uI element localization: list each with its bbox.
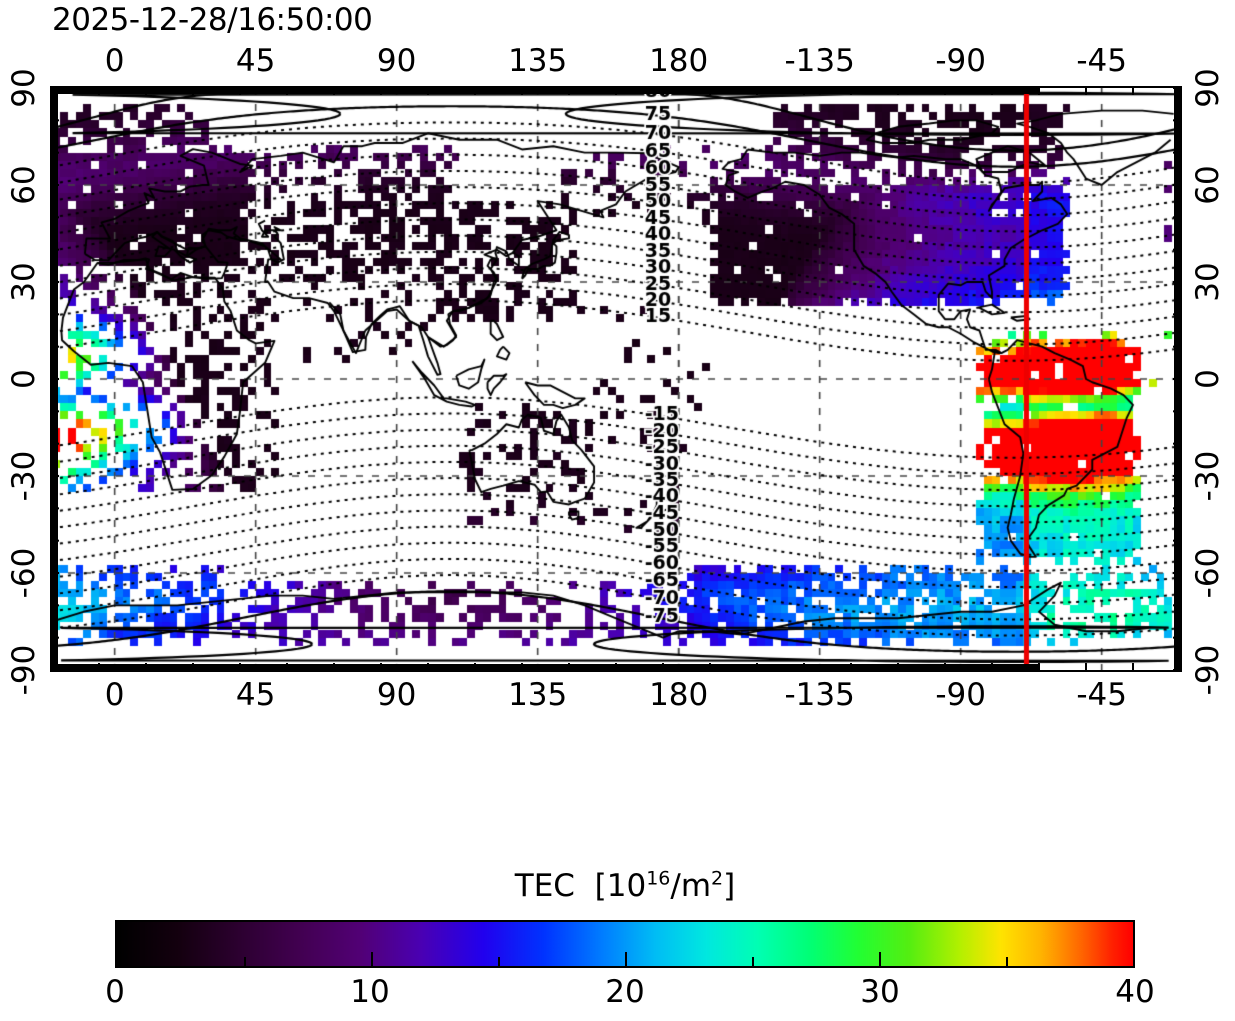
y-tick-left-0: 0 <box>6 369 42 389</box>
colorbar: TEC [1016/m2] 0 10 20 30 40 <box>105 867 1155 1010</box>
x-tick-bottom-45: 45 <box>235 677 276 713</box>
colorbar-title: TEC [1016/m2] <box>514 867 736 904</box>
tec-map-panel[interactable] <box>50 86 1182 672</box>
colorbar-tick-25 <box>752 957 754 966</box>
colorbar-tick-marks <box>117 952 1133 966</box>
y-tick-right-90: 90 <box>1190 68 1226 108</box>
colorbar-tick-labels: 0 10 20 30 40 <box>105 974 1155 1010</box>
x-tick-bottom--45: -45 <box>1076 677 1127 713</box>
axis-bottom-tick-labels: 0 45 90 135 180 -135 -90 -45 <box>50 678 1182 712</box>
y-tick-left-neg60: -60 <box>6 547 42 599</box>
y-tick-left-60: 60 <box>6 165 42 205</box>
colorbar-label-0: 0 <box>105 974 125 1010</box>
axis-left-tick-labels: 90 60 30 0 -30 -60 -90 <box>2 68 46 695</box>
x-tick-top-90: 90 <box>376 43 417 79</box>
x-tick-top-0: 0 <box>104 43 125 79</box>
x-tick-bottom-90: 90 <box>376 677 417 713</box>
colorbar-label-10: 10 <box>350 974 390 1010</box>
x-tick-bottom--90: -90 <box>935 677 986 713</box>
y-tick-left-neg90: -90 <box>6 644 42 696</box>
y-tick-right-neg90: -90 <box>1190 644 1226 696</box>
x-tick-bottom--135: -135 <box>784 677 855 713</box>
x-tick-top--45: -45 <box>1076 43 1127 79</box>
y-tick-right-neg60: -60 <box>1190 547 1226 599</box>
colorbar-bar[interactable] <box>115 920 1135 968</box>
x-tick-bottom-180: 180 <box>649 677 709 713</box>
colorbar-label-30: 30 <box>860 974 900 1010</box>
colorbar-tick-35 <box>1006 957 1008 966</box>
axis-right-tick-labels: 90 60 30 0 -30 -60 -90 <box>1186 68 1230 695</box>
y-tick-left-90: 90 <box>6 68 42 108</box>
y-tick-left-30: 30 <box>6 262 42 302</box>
y-tick-left-neg30: -30 <box>6 450 42 502</box>
colorbar-label-40: 40 <box>1115 974 1155 1010</box>
x-tick-bottom-135: 135 <box>508 677 568 713</box>
colorbar-tick-15 <box>498 957 500 966</box>
page-title: 2025-12-28/16:50:00 <box>52 2 373 38</box>
x-tick-bottom-0: 0 <box>104 677 125 713</box>
colorbar-tick-20 <box>625 952 627 966</box>
colorbar-tick-5 <box>244 957 246 966</box>
colorbar-label-20: 20 <box>605 974 645 1010</box>
x-tick-top-135: 135 <box>508 43 568 79</box>
colorbar-tick-10 <box>371 952 373 966</box>
tec-map-canvas[interactable] <box>52 88 1180 670</box>
y-tick-right-neg30: -30 <box>1190 450 1226 502</box>
y-tick-right-30: 30 <box>1190 262 1226 302</box>
axis-top-tick-labels: 0 45 90 135 180 -135 -90 -45 <box>50 44 1182 78</box>
x-tick-top-45: 45 <box>235 43 276 79</box>
colorbar-tick-30 <box>879 952 881 966</box>
y-tick-right-0: 0 <box>1190 369 1226 389</box>
x-tick-top-180: 180 <box>649 43 709 79</box>
x-tick-top--90: -90 <box>935 43 986 79</box>
x-tick-top--135: -135 <box>784 43 855 79</box>
y-tick-right-60: 60 <box>1190 165 1226 205</box>
